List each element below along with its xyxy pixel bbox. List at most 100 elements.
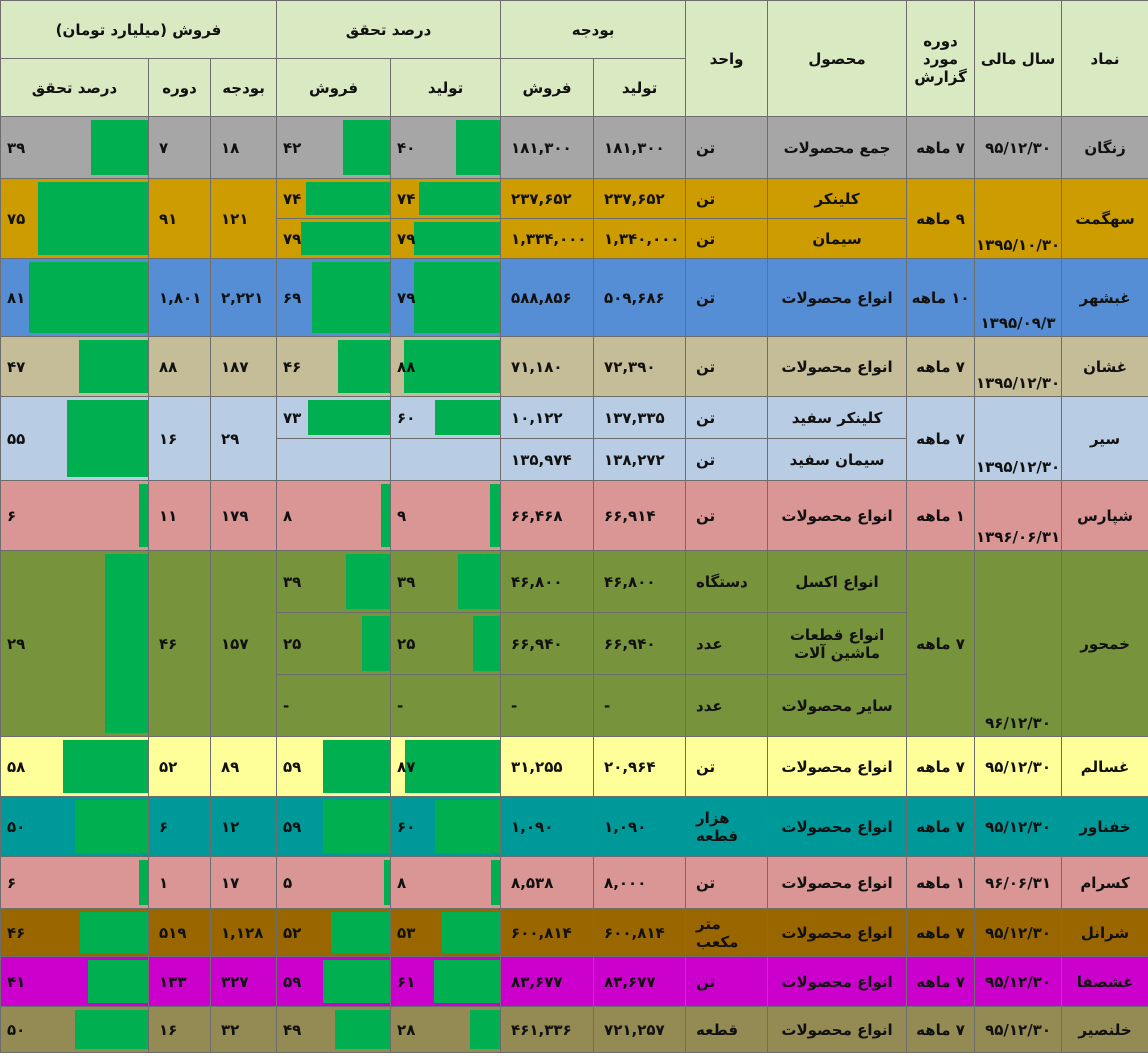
budget-production-cell: ۱۳۷,۳۳۵ <box>593 396 687 439</box>
real-sales-cell: ۴۶ <box>276 336 392 397</box>
budget-sales-cell: ۴۶۱,۳۳۶ <box>500 1006 595 1053</box>
real-sales-cell-value: ۵ <box>283 873 293 892</box>
real-sales-cell <box>276 438 392 481</box>
period-cell-text: ۹ ماهه <box>916 209 965 228</box>
real-production-cell-value: ۴۰ <box>397 138 416 157</box>
real-sales-cell-value: ۵۹ <box>283 757 302 776</box>
symbol-cell: خمحور <box>1061 550 1148 737</box>
sales-budget-cell: ۱۲ <box>210 796 278 857</box>
sales-budget-cell: ۱۸ <box>210 116 278 179</box>
symbol-cell: کسرام <box>1061 856 1148 909</box>
unit-cell-text: تن <box>696 972 716 991</box>
budget-sales-cell: ۷۱,۱۸۰ <box>500 336 595 397</box>
fiscal-year-cell-text: ۹۵/۱۲/۳۰ <box>985 972 1051 991</box>
sales-period-cell-text: ۱۱ <box>159 506 178 525</box>
period-cell-text: ۱ ماهه <box>916 873 965 892</box>
sales-realization-cell-value: ۵۰ <box>7 817 26 836</box>
real-sales-cell-bar <box>323 800 390 853</box>
unit-cell-text: هزار قطعه <box>696 808 739 845</box>
budget-production-cell: ۶۰۰,۸۱۴ <box>593 908 687 957</box>
budget-production-cell: ۱,۳۴۰,۰۰۰ <box>593 218 687 259</box>
unit-cell: متر مکعب <box>685 908 769 957</box>
budget-sales-cell: ۸,۵۳۸ <box>500 856 595 909</box>
symbol-cell-text: غشصفا <box>1076 972 1134 991</box>
symbol-cell-text: زنگان <box>1084 138 1126 157</box>
product-cell-text: کلینکر سفید <box>791 408 883 427</box>
fiscal-year-cell: ۱۳۹۵/۰۹/۳ <box>974 258 1063 337</box>
real-sales-cell-value: ۷۹ <box>283 229 302 248</box>
budget-sales-cell: ۱,۰۹۰ <box>500 796 595 857</box>
budget-sales-cell: ۵۸۸,۸۵۶ <box>500 258 595 337</box>
real-production-cell-bar <box>442 912 500 953</box>
budget-production-cell: ۱۳۸,۲۷۲ <box>593 438 687 481</box>
sales-budget-cell: ۸۹ <box>210 736 278 797</box>
period-cell: ۷ ماهه <box>906 550 976 737</box>
unit-cell: تن <box>685 956 769 1007</box>
sales-period-cell: ۱,۸۰۱ <box>148 258 212 337</box>
period-cell-text: ۷ ماهه <box>916 1020 965 1039</box>
sales-period-cell-text: ۸۸ <box>159 357 178 376</box>
symbol-cell: غبشهر <box>1061 258 1148 337</box>
symbol-cell: غشصفا <box>1061 956 1148 1007</box>
sales-realization-cell: ۶ <box>0 480 150 551</box>
real-production-cell: ۷۹ <box>390 258 502 337</box>
table-row: سیمان تن ۱,۳۴۰,۰۰۰ ۱,۳۳۴,۰۰۰ ۷۹ ۷۹ <box>1 218 1148 259</box>
budget-sales-cell-text: ۱,۳۳۴,۰۰۰ <box>511 229 587 248</box>
sales-budget-cell-text: ۱۸ <box>221 138 240 157</box>
budget-production-cell-text: ۴۶,۸۰۰ <box>604 572 656 591</box>
header-fiscal-year: سال مالی <box>974 0 1063 117</box>
budget-production-cell: ۷۲,۳۹۰ <box>593 336 687 397</box>
unit-cell: دستگاه <box>685 550 769 613</box>
period-cell: ۷ ماهه <box>906 736 976 797</box>
period-cell: ۷ ماهه <box>906 796 976 857</box>
budget-sales-cell: ۶۰۰,۸۱۴ <box>500 908 595 957</box>
unit-cell-text: تن <box>696 506 716 525</box>
product-cell-text: سایر محصولات <box>781 696 893 715</box>
real-sales-cell-bar <box>361 616 390 671</box>
sales-budget-cell: ۲۹ <box>210 396 278 481</box>
real-sales-cell-value: ۵۹ <box>283 972 302 991</box>
sales-realization-cell: ۶ <box>0 856 150 909</box>
real-sales-cell: ۲۵ <box>276 612 392 675</box>
budget-production-cell-text: ۱,۳۴۰,۰۰۰ <box>604 229 680 248</box>
real-production-cell: ۹ <box>390 480 502 551</box>
header-unit: واحد <box>685 0 769 117</box>
sales-budget-cell-text: ۱,۱۲۸ <box>221 923 264 942</box>
budget-production-cell: ۶۶,۹۴۰ <box>593 612 687 675</box>
period-cell: ۱۰ ماهه <box>906 258 976 337</box>
fiscal-year-cell-text: ۹۶/۱۲/۳۰ <box>985 714 1051 732</box>
sales-budget-cell: ۳۲۷ <box>210 956 278 1007</box>
real-production-cell-value: ۲۸ <box>397 1020 416 1039</box>
real-sales-cell: - <box>276 674 392 737</box>
real-production-cell-value: ۸۷ <box>397 757 416 776</box>
real-production-cell-bar <box>413 262 500 333</box>
real-production-cell: - <box>390 674 502 737</box>
real-production-cell: ۷۹ <box>390 218 502 259</box>
unit-cell-text: عدد <box>696 696 723 715</box>
fiscal-year-cell-text: ۱۳۹۵/۱۲/۳۰ <box>975 374 1061 392</box>
real-production-cell-bar <box>419 182 500 215</box>
product-cell: سایر محصولات <box>767 674 908 737</box>
real-production-cell-bar <box>434 800 500 853</box>
budget-production-cell-text: ۱,۰۹۰ <box>604 817 647 836</box>
budget-sales-cell-text: ۶۶,۹۴۰ <box>511 634 563 653</box>
sales-period-cell-text: ۷ <box>159 138 169 157</box>
budget-sales-cell: ۱,۳۳۴,۰۰۰ <box>500 218 595 259</box>
real-production-cell-bar <box>405 740 500 793</box>
sales-period-cell-text: ۵۱۹ <box>159 923 187 942</box>
unit-cell: قطعه <box>685 1006 769 1053</box>
product-cell: انواع محصولات <box>767 856 908 909</box>
real-sales-cell-value: ۴۶ <box>283 357 302 376</box>
sales-period-cell: ۴۶ <box>148 550 212 737</box>
real-production-cell-value: ۲۵ <box>397 634 416 653</box>
budget-sales-cell-text: ۴۶,۸۰۰ <box>511 572 563 591</box>
sales-realization-cell-value: ۵۸ <box>7 757 26 776</box>
header-symbol: نماد <box>1061 0 1148 117</box>
sales-realization-cell-bar <box>37 182 148 255</box>
fiscal-year-cell-text: ۱۳۹۵/۱۰/۳۰ <box>975 236 1061 254</box>
sales-period-cell: ۵۲ <box>148 736 212 797</box>
sales-realization-cell-value: ۴۶ <box>7 923 26 942</box>
period-cell-text: ۷ ماهه <box>916 923 965 942</box>
period-cell: ۱ ماهه <box>906 480 976 551</box>
sales-period-cell: ۸۸ <box>148 336 212 397</box>
